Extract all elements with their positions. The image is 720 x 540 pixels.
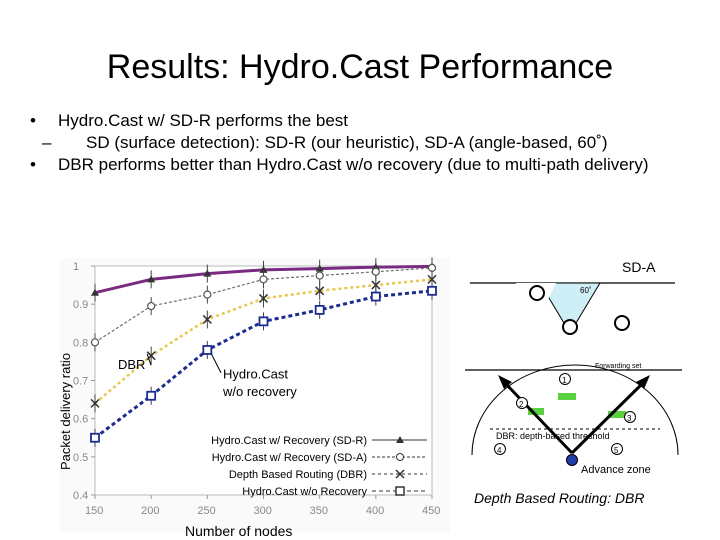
- data-point: [202, 314, 212, 324]
- node-3: [624, 411, 636, 423]
- data-point: [202, 345, 213, 355]
- node-2: [516, 397, 528, 409]
- x-tick-label: 150: [85, 505, 103, 517]
- data-point: [91, 288, 99, 296]
- node-right: [614, 315, 630, 331]
- svg-text:1: 1: [562, 376, 567, 385]
- arrow-left-head: [498, 375, 512, 389]
- threshold-label: DBR: depth-based threshold: [496, 431, 610, 441]
- annotation-nore-arrow: [210, 353, 222, 374]
- data-point: [258, 293, 269, 303]
- node-left: [529, 285, 545, 301]
- svg-text:3: 3: [627, 414, 632, 423]
- x-tick-label: 250: [197, 505, 215, 517]
- node-5: [611, 443, 623, 455]
- bullet-1: • Hydro.Cast w/ SD-R performs the best: [30, 111, 349, 130]
- y-axis-label: Packet delivery ratio: [58, 353, 73, 470]
- data-point: [427, 274, 437, 284]
- node-1: [559, 373, 571, 385]
- y-tick-label: 0.4: [73, 490, 88, 502]
- arrow-left-shaft: [503, 381, 574, 455]
- x-tick-label: 300: [254, 505, 272, 517]
- legend-label: Depth Based Routing (DBR): [229, 469, 367, 481]
- node-center: [562, 319, 578, 335]
- forwarder-1: [558, 393, 576, 400]
- legend-marker: [396, 453, 404, 461]
- y-tick-label: 0.6: [73, 414, 88, 426]
- data-point: [258, 316, 269, 327]
- x-tick-label: 200: [141, 505, 159, 517]
- legend-label: Hydro.Cast w/o Recovery: [242, 486, 367, 498]
- dbr-diagram: SD-A 60˚ Forwarding set 1 2 3 4 5 DBR: d…: [465, 259, 682, 476]
- data-point: [146, 390, 157, 401]
- x-tick-label: 450: [422, 505, 440, 517]
- slide-title: Results: Hydro.Cast Performance: [106, 48, 614, 86]
- data-point: [147, 301, 156, 311]
- x-tick-label: 350: [310, 505, 328, 517]
- y-tick-label: 0.8: [73, 337, 88, 349]
- data-point: [90, 432, 100, 443]
- data-point: [315, 286, 325, 296]
- data-point: [315, 271, 324, 280]
- figure-caption: Depth Based Routing: DBR: [474, 490, 645, 506]
- data-point: [371, 280, 381, 290]
- data-point: [259, 275, 268, 284]
- forwarder-2: [528, 408, 544, 415]
- data-point: [90, 338, 100, 347]
- legend-marker: [396, 436, 404, 443]
- range-arc: [471, 364, 679, 456]
- x-tick-label: 400: [366, 505, 384, 517]
- svg-text:5: 5: [614, 446, 619, 455]
- legend-marker: [395, 486, 405, 496]
- y-tick-label: 1: [73, 261, 79, 273]
- data-point: [147, 275, 156, 283]
- bullet-2: • DBR performs better than Hydro.Cast w/o…: [30, 155, 649, 174]
- annotation-nore-line1: Hydro.Cast: [223, 367, 288, 382]
- delivery-ratio-chart: 0.4 0.5 0.6 0.7 0.8 0.9 1 150 200 250 300 350 400 450…: [58, 257, 450, 539]
- angle-label: 60˚: [580, 286, 592, 295]
- cone-shape: [539, 282, 601, 334]
- legend-marker: [395, 469, 405, 479]
- annotation-dbr-arrow: [146, 353, 152, 366]
- legend-label: Hydro.Cast w/ Recovery (SD-A): [212, 452, 367, 464]
- y-tick-label: 0.5: [73, 452, 88, 464]
- annotation-nore-line2: w/o recovery: [222, 384, 297, 399]
- source-node: [566, 454, 578, 466]
- arrow-right-head: [636, 375, 650, 389]
- sda-label: SD-A: [622, 259, 656, 275]
- y-tick-label: 0.9: [73, 299, 88, 311]
- sub-bullet-1: – SD (surface detection): SD-R (our heuri…: [42, 133, 608, 152]
- y-tick-label: 0.7: [73, 376, 88, 388]
- svg-text:2: 2: [519, 400, 524, 409]
- node-4: [494, 443, 506, 455]
- legend-label: Hydro.Cast w/ Recovery (SD-R): [211, 435, 367, 447]
- bullet-list: • Hydro.Cast w/ SD-R performs the best – S…: [30, 110, 690, 176]
- data-point: [203, 290, 212, 299]
- data-point: [90, 398, 100, 408]
- forwarding-set-label: Forwarding set: [595, 363, 641, 370]
- advance-zone-label: Advance zone: [581, 464, 651, 476]
- data-point: [370, 291, 381, 302]
- annotation-dbr: DBR: [118, 357, 145, 372]
- arrow-right-shaft: [570, 381, 645, 455]
- data-point: [314, 304, 325, 315]
- data-point: [203, 269, 212, 277]
- forwarder-3: [608, 411, 626, 418]
- data-point: [259, 265, 268, 273]
- svg-text:4: 4: [497, 446, 502, 455]
- data-point: [371, 267, 380, 276]
- x-axis-label: Number of nodes: [185, 523, 292, 539]
- data-point: [427, 285, 437, 296]
